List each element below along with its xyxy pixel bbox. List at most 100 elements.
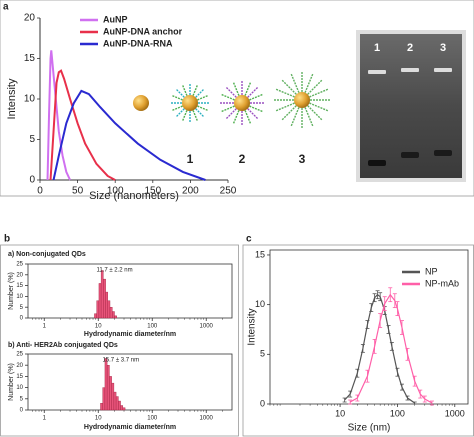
x-tick-label: 10 — [335, 409, 345, 419]
spoke — [309, 102, 329, 112]
x-axis-label: Size (nm) — [348, 423, 391, 434]
spoke — [249, 105, 263, 113]
bar — [98, 283, 102, 319]
gel-band — [368, 160, 386, 166]
y-tick-label: 5 — [260, 349, 265, 359]
line — [52, 89, 206, 181]
y-axis-label: Intensity — [247, 308, 258, 345]
spoke — [275, 88, 295, 98]
bar — [104, 358, 108, 411]
spoke — [232, 82, 240, 96]
nanoparticle — [234, 95, 250, 111]
spoke — [307, 79, 323, 95]
x-tick-label: 1000 — [445, 409, 465, 419]
nanoparticle — [133, 95, 149, 111]
spoke — [290, 107, 300, 127]
panel-label: a — [3, 2, 9, 13]
gel-band — [401, 152, 419, 158]
gel-well — [401, 68, 419, 72]
x-axis-label: Hydrodynamic diameter/nm — [84, 424, 176, 431]
y-tick-label: 10 — [16, 294, 23, 300]
y-axis-label: Intensity — [6, 78, 18, 119]
bar — [102, 387, 106, 411]
x-tick-label: 0 — [37, 186, 43, 197]
spoke — [244, 110, 252, 124]
spoke — [275, 102, 295, 112]
plot-frame — [27, 263, 233, 319]
line — [46, 50, 71, 181]
x-tick-label: 100 — [147, 323, 158, 329]
bar — [107, 300, 111, 319]
nanoparticle — [294, 92, 310, 108]
particle-label: 1 — [187, 152, 194, 166]
legend-label: AuNP — [103, 14, 128, 24]
y-tick-label: 15 — [16, 283, 23, 289]
x-tick-label: 250 — [220, 186, 237, 197]
y-tick-label: 5 — [29, 134, 35, 145]
plot-frame — [269, 249, 469, 405]
y-tick-label: 10 — [16, 385, 23, 391]
y-tick-label: 10 — [24, 94, 36, 105]
y-tick-label: 15 — [24, 53, 36, 64]
bar — [120, 405, 124, 411]
x-tick-label: 1 — [43, 415, 47, 421]
bar — [103, 278, 106, 319]
gel-well — [434, 68, 452, 72]
gel-lane-label: 3 — [440, 42, 446, 54]
bar — [118, 400, 121, 411]
gel-lane-label: 2 — [407, 42, 413, 54]
spoke — [225, 108, 237, 120]
spoke — [181, 110, 188, 122]
y-axis-label: Number (%) — [8, 272, 15, 310]
legend-label: AuNP-DNA anchor — [103, 26, 183, 36]
gel-lane-label: 1 — [374, 42, 380, 54]
plot-frame — [27, 353, 233, 411]
x-tick-label: 50 — [72, 186, 84, 197]
x-tick-label: 10 — [95, 323, 102, 329]
spoke — [307, 105, 323, 121]
y-tick-label: 10 — [255, 299, 265, 309]
x-tick-label: 1 — [43, 323, 47, 329]
x-tick-label: 1000 — [200, 415, 214, 421]
spoke — [304, 107, 314, 127]
spoke — [244, 82, 252, 96]
gel-well — [368, 70, 386, 74]
x-tick-label: 10 — [95, 415, 102, 421]
bar — [109, 376, 112, 411]
spoke — [197, 105, 209, 112]
nanoparticle — [182, 95, 198, 111]
spoke — [195, 108, 205, 118]
spoke — [197, 94, 209, 101]
x-tick-label: 200 — [182, 186, 199, 197]
bar — [100, 403, 103, 411]
bar — [105, 291, 108, 319]
y-tick-label: 25 — [16, 352, 23, 358]
bar — [106, 365, 110, 411]
spoke — [192, 110, 199, 122]
panel-c-frame — [242, 244, 474, 437]
bar — [122, 407, 126, 411]
legend-label: NP — [425, 266, 438, 276]
x-axis-label: Hydrodynamic diameter/nm — [84, 331, 176, 338]
y-tick-label: 0 — [20, 408, 24, 414]
bar — [96, 300, 100, 319]
spoke — [281, 105, 297, 121]
y-tick-label: 5 — [20, 396, 24, 402]
x-tick-label: 150 — [144, 186, 161, 197]
y-tick-label: 20 — [24, 13, 36, 24]
bar — [94, 313, 97, 319]
spoke — [171, 105, 183, 112]
gel-band — [434, 150, 452, 156]
x-tick-label: 100 — [390, 409, 405, 419]
spoke — [175, 108, 185, 118]
legend-label: NP-mAb — [425, 278, 459, 288]
spoke — [290, 73, 300, 93]
particle-label: 2 — [239, 152, 246, 166]
bar — [115, 396, 119, 411]
spoke — [192, 84, 199, 96]
spoke — [249, 93, 263, 101]
spoke — [221, 93, 235, 101]
line — [49, 69, 116, 181]
bar — [114, 315, 117, 319]
